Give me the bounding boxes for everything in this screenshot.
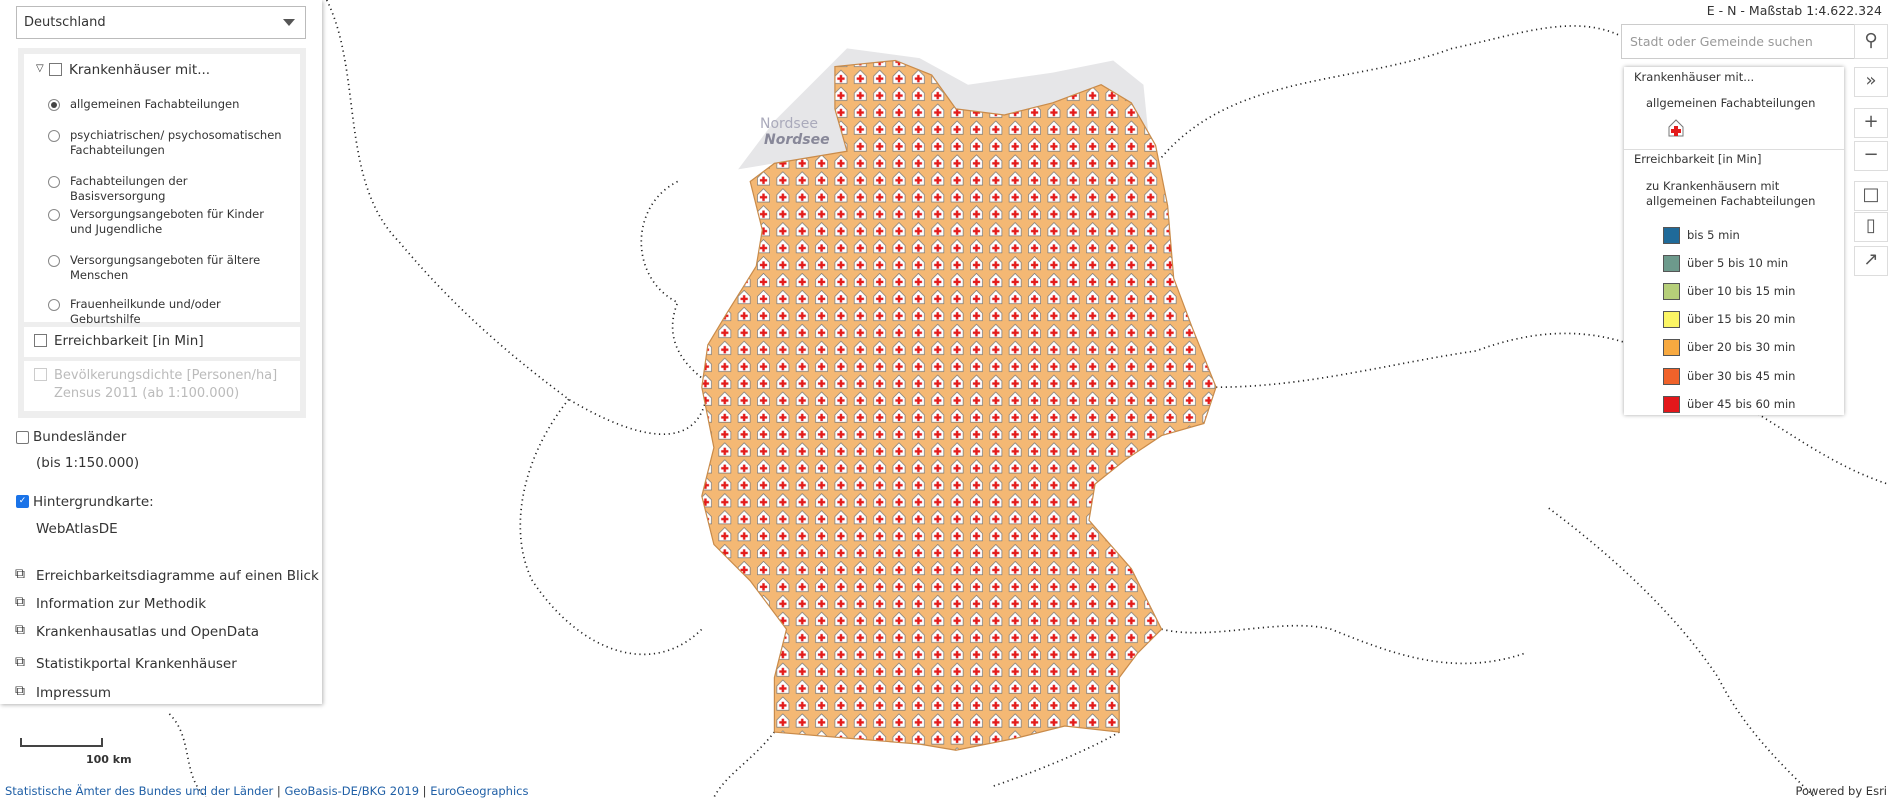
layer-option: Frauenheilkunde und/oder Geburtshilfe — [70, 297, 221, 326]
sea-label: Nordsee — [764, 132, 830, 148]
dropdown-arrow — [283, 19, 295, 32]
divider — [1624, 149, 1844, 150]
layer-option: psychiatrischen/ psychosomatischen Facha… — [70, 128, 282, 157]
link-icon[interactable]: ⧉ — [15, 622, 25, 638]
background-checkbox[interactable]: ✓ — [16, 495, 29, 508]
layer-option: allgemeinen Fachabteilungen — [70, 97, 240, 111]
attribution-link[interactable]: Statistische Ämter des Bundes und der Lä… — [5, 784, 274, 798]
basemap — [168, 0, 1888, 797]
region-select[interactable]: Deutschland — [16, 6, 306, 39]
sea-label: Nordsee — [760, 116, 818, 132]
legend-section: Erreichbarkeit [in Min] — [1634, 152, 1762, 166]
legend-label: über 15 bis 20 min — [1687, 312, 1796, 326]
zoom-in-button[interactable]: + — [1854, 108, 1888, 138]
layer-group — [24, 54, 300, 322]
attribution-link[interactable]: GeoBasis-DE/BKG 2019 — [284, 784, 420, 798]
legend-swatch — [1663, 339, 1680, 356]
left-panel: Deutschland ▽ Krankenhäuser mit... Errei… — [0, 0, 322, 704]
layer-option: Fachabteilungen der Basisversorgung — [70, 174, 188, 203]
group-checkbox[interactable] — [49, 63, 62, 76]
expand-arrow[interactable]: ▽ — [36, 63, 44, 74]
states-checkbox[interactable] — [16, 431, 29, 444]
legend-label: über 10 bis 15 min — [1687, 284, 1796, 298]
legend: Krankenhäuser mit... allgemeinen Fachabt… — [1624, 67, 1844, 415]
legend-swatch — [1663, 283, 1680, 300]
legend-swatch — [1663, 396, 1680, 413]
attribution-link[interactable]: EuroGeographics — [430, 784, 529, 798]
density-row — [24, 361, 300, 411]
separator: | — [419, 784, 431, 798]
group-title: Krankenhäuser mit... — [69, 62, 211, 78]
layer-box — [18, 48, 306, 418]
legend-label: über 30 bis 45 min — [1687, 369, 1796, 383]
radio[interactable] — [48, 99, 60, 111]
link[interactable]: Impressum — [36, 685, 112, 701]
radio[interactable] — [48, 209, 60, 221]
link[interactable]: Krankenhausatlas und OpenData — [36, 624, 260, 640]
scalebar-label: 100 km — [86, 753, 132, 766]
hospital-icon — [1668, 119, 1684, 137]
attribution: Statistische Ämter des Bundes und der Lä… — [5, 784, 528, 798]
layer-option: Versorgungsangeboten für ältere Menschen — [70, 253, 261, 282]
link-icon[interactable]: ⧉ — [15, 654, 25, 670]
radio[interactable] — [48, 299, 60, 311]
density-layer: Bevölkerungsdichte [Personen/ha] Zensus … — [54, 368, 278, 401]
radio[interactable] — [48, 130, 60, 142]
search-button[interactable]: ⚲ — [1854, 24, 1888, 59]
link[interactable]: Erreichbarkeitsdiagramme auf einen Blick — [36, 568, 319, 584]
link-icon[interactable]: ⧉ — [15, 683, 25, 699]
legend-swatch — [1663, 227, 1680, 244]
states-note: (bis 1:150.000) — [36, 455, 140, 471]
zoom-out-button[interactable]: − — [1854, 141, 1888, 171]
borders — [168, 0, 1888, 797]
separator: | — [273, 784, 285, 798]
legend-subtitle: allgemeinen Fachabteilungen — [1646, 96, 1816, 110]
legend-label: bis 5 min — [1687, 228, 1740, 242]
scalebar — [20, 738, 103, 747]
link[interactable]: Information zur Methodik — [36, 596, 207, 612]
background-value: WebAtlasDE — [36, 521, 118, 537]
germany-area — [701, 59, 1217, 751]
legend-label: über 5 bis 10 min — [1687, 256, 1789, 270]
radio[interactable] — [48, 176, 60, 188]
link[interactable]: Statistikportal Krankenhäuser — [36, 656, 237, 672]
legend-section-subtitle: zu Krankenhäusern mit allgemeinen Fachab… — [1646, 179, 1816, 208]
collapse-button[interactable]: » — [1854, 67, 1888, 97]
legend-label: über 20 bis 30 min — [1687, 340, 1796, 354]
search-placeholder: Stadt oder Gemeinde suchen — [1630, 34, 1813, 49]
reach-layer: Erreichbarkeit [in Min] — [54, 333, 204, 349]
density-checkbox[interactable] — [34, 368, 47, 381]
scale-text: E - N - Maßstab 1:4.622.324 — [1706, 3, 1882, 18]
search-box[interactable]: Stadt oder Gemeinde suchen — [1621, 24, 1855, 59]
region-select-value: Deutschland — [24, 15, 106, 30]
legend-title: Krankenhäuser mit... — [1634, 70, 1755, 84]
chart-button[interactable]: ↗ — [1854, 246, 1888, 276]
radio[interactable] — [48, 255, 60, 267]
reach-row — [24, 327, 300, 357]
legend-swatch — [1663, 255, 1680, 272]
legend-swatch — [1663, 311, 1680, 328]
layer-option: Versorgungsangeboten für Kinder und Juge… — [70, 207, 264, 236]
legend-swatch — [1663, 368, 1680, 385]
delete-button[interactable]: ▯ — [1854, 212, 1888, 242]
link-icon[interactable]: ⧉ — [15, 594, 25, 610]
draw-button[interactable]: □ — [1854, 181, 1888, 211]
powered-by: Powered by Esri — [1795, 784, 1888, 798]
reach-checkbox[interactable] — [34, 334, 47, 347]
legend-label: über 45 bis 60 min — [1687, 397, 1796, 411]
states-label: Bundesländer — [33, 429, 127, 445]
link-icon[interactable]: ⧉ — [15, 566, 25, 582]
background-label: Hintergrundkarte: — [33, 494, 154, 510]
